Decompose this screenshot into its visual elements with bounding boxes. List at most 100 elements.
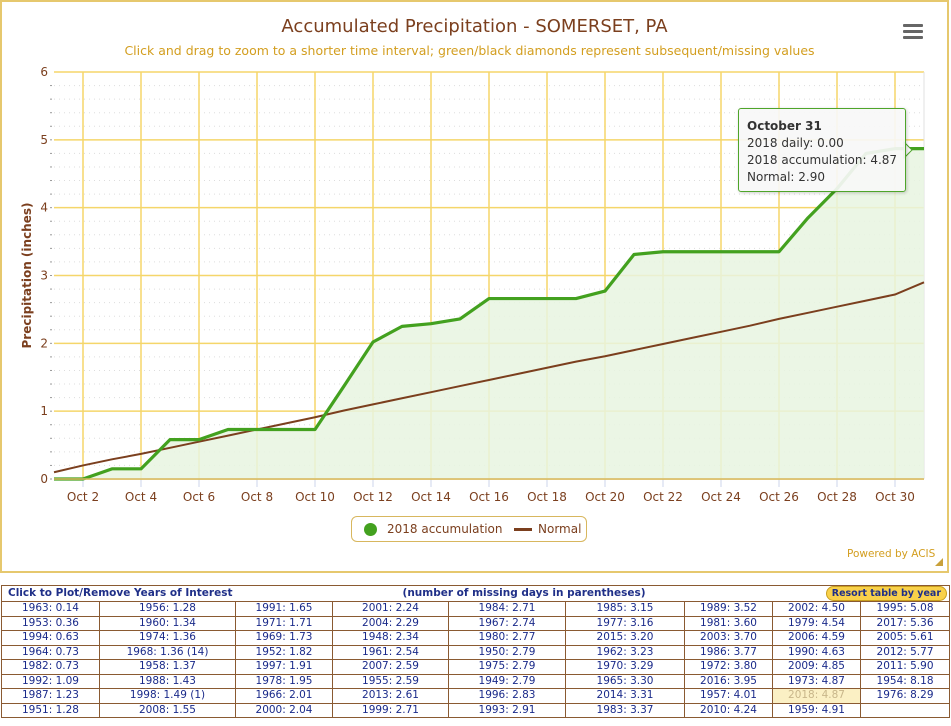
legend-item-accumulation[interactable]: 2018 accumulation bbox=[364, 522, 502, 536]
year-cell[interactable]: 2008: 1.55 bbox=[99, 702, 236, 718]
normal-point[interactable] bbox=[313, 415, 317, 419]
normal-point[interactable] bbox=[922, 280, 926, 284]
year-cell[interactable]: 2017: 5.36 bbox=[860, 615, 951, 631]
normal-point[interactable] bbox=[545, 366, 549, 370]
year-cell[interactable]: 1989: 3.52 bbox=[684, 601, 774, 617]
accumulation-point[interactable] bbox=[515, 296, 521, 302]
year-cell[interactable]: 1977: 3.16 bbox=[565, 615, 686, 631]
year-cell[interactable]: 1990: 4.63 bbox=[772, 644, 862, 660]
accumulation-point[interactable] bbox=[689, 249, 695, 255]
year-cell[interactable]: 1972: 3.80 bbox=[684, 659, 774, 675]
year-cell[interactable]: 1966: 2.01 bbox=[234, 688, 334, 704]
year-cell[interactable]: 1958: 1.37 bbox=[99, 659, 236, 675]
accumulation-point[interactable] bbox=[486, 296, 492, 302]
year-cell[interactable]: 1981: 3.60 bbox=[684, 615, 774, 631]
year-cell[interactable]: 1962: 3.23 bbox=[565, 644, 686, 660]
year-cell[interactable]: 2005: 5.61 bbox=[860, 630, 951, 646]
normal-point[interactable] bbox=[197, 440, 201, 444]
year-cell[interactable]: 2003: 3.70 bbox=[684, 630, 774, 646]
accumulation-point[interactable] bbox=[805, 215, 811, 221]
year-cell[interactable]: 1986: 3.77 bbox=[684, 644, 774, 660]
resort-table-button[interactable]: Resort table by year bbox=[825, 586, 948, 601]
accumulation-point[interactable] bbox=[109, 466, 115, 472]
normal-point[interactable] bbox=[255, 427, 259, 431]
accumulation-point[interactable] bbox=[225, 426, 231, 432]
normal-point[interactable] bbox=[574, 360, 578, 364]
year-cell[interactable]: 1965: 3.30 bbox=[565, 673, 686, 689]
accumulation-point[interactable] bbox=[312, 426, 318, 432]
year-cell[interactable]: 1995: 5.08 bbox=[860, 601, 951, 617]
year-cell[interactable]: 2013: 2.61 bbox=[332, 688, 450, 704]
accumulation-point[interactable] bbox=[631, 251, 637, 257]
year-cell[interactable]: 1948: 2.34 bbox=[332, 630, 450, 646]
normal-point[interactable] bbox=[81, 463, 85, 467]
year-cell[interactable]: 1954: 8.18 bbox=[860, 673, 951, 689]
year-cell[interactable]: 1956: 1.28 bbox=[99, 601, 236, 617]
accumulation-point[interactable] bbox=[399, 323, 405, 329]
accumulation-point[interactable] bbox=[167, 437, 173, 443]
normal-point[interactable] bbox=[139, 452, 143, 456]
year-cell[interactable]: 1951: 1.28 bbox=[1, 702, 100, 718]
normal-point[interactable] bbox=[690, 336, 694, 340]
year-cell[interactable]: 2006: 4.59 bbox=[772, 630, 862, 646]
year-cell[interactable]: 2011: 5.90 bbox=[860, 659, 951, 675]
year-cell[interactable]: 1967: 2.74 bbox=[448, 615, 567, 631]
year-cell[interactable]: 1969: 1.73 bbox=[234, 630, 334, 646]
accumulation-point[interactable] bbox=[370, 339, 376, 345]
year-cell[interactable]: 1964: 0.73 bbox=[1, 644, 100, 660]
year-cell[interactable]: 1975: 2.79 bbox=[448, 659, 567, 675]
year-cell[interactable]: 1973: 4.87 bbox=[772, 673, 862, 689]
accumulation-point[interactable] bbox=[544, 296, 550, 302]
year-cell[interactable]: 1971: 1.71 bbox=[234, 615, 334, 631]
legend-item-normal[interactable]: Normal bbox=[514, 522, 581, 536]
year-cell[interactable]: 2012: 5.77 bbox=[860, 644, 951, 660]
year-cell[interactable]: 1976: 8.29 bbox=[860, 688, 951, 704]
year-cell[interactable]: 1949: 2.79 bbox=[448, 673, 567, 689]
accumulation-point[interactable] bbox=[921, 146, 927, 152]
normal-point[interactable] bbox=[52, 470, 56, 474]
year-cell[interactable]: 1957: 4.01 bbox=[684, 688, 774, 704]
normal-point[interactable] bbox=[806, 311, 810, 315]
year-cell[interactable]: 2010: 4.24 bbox=[684, 702, 774, 718]
year-cell[interactable]: 1996: 2.83 bbox=[448, 688, 567, 704]
year-cell[interactable]: 1978: 1.95 bbox=[234, 673, 334, 689]
accumulation-point[interactable] bbox=[776, 249, 782, 255]
normal-point[interactable] bbox=[864, 299, 868, 303]
year-cell[interactable]: 2001: 2.24 bbox=[332, 601, 450, 617]
year-cell[interactable]: 1953: 0.36 bbox=[1, 615, 100, 631]
normal-point[interactable] bbox=[342, 408, 346, 412]
year-cell[interactable]: 1984: 2.71 bbox=[448, 601, 567, 617]
normal-point[interactable] bbox=[603, 354, 607, 358]
normal-point[interactable] bbox=[516, 372, 520, 376]
accumulation-point[interactable] bbox=[283, 426, 289, 432]
accumulation-point[interactable] bbox=[573, 296, 579, 302]
normal-point[interactable] bbox=[371, 402, 375, 406]
normal-point[interactable] bbox=[226, 434, 230, 438]
year-cell[interactable]: 1974: 1.36 bbox=[99, 630, 236, 646]
year-cell[interactable]: 1983: 3.37 bbox=[565, 702, 686, 718]
year-cell[interactable]: 2018: 4.87 bbox=[772, 688, 862, 704]
accumulation-point[interactable] bbox=[602, 288, 608, 294]
year-cell[interactable]: 1991: 1.65 bbox=[234, 601, 334, 617]
normal-point[interactable] bbox=[400, 396, 404, 400]
accumulation-point[interactable] bbox=[660, 249, 666, 255]
accumulation-point[interactable] bbox=[341, 383, 347, 389]
year-cell[interactable]: 1985: 3.15 bbox=[565, 601, 686, 617]
normal-point[interactable] bbox=[284, 421, 288, 425]
year-cell[interactable]: 1999: 2.71 bbox=[332, 702, 450, 718]
year-cell[interactable]: 1955: 2.59 bbox=[332, 673, 450, 689]
hamburger-menu-icon[interactable] bbox=[901, 22, 925, 42]
year-cell[interactable]: 2015: 3.20 bbox=[565, 630, 686, 646]
accumulation-point[interactable] bbox=[457, 316, 463, 322]
year-cell[interactable]: 1959: 4.91 bbox=[772, 702, 862, 718]
year-cell[interactable]: 2014: 3.31 bbox=[565, 688, 686, 704]
year-cell[interactable]: 2009: 4.85 bbox=[772, 659, 862, 675]
normal-point[interactable] bbox=[168, 446, 172, 450]
year-cell[interactable]: 1979: 4.54 bbox=[772, 615, 862, 631]
normal-point[interactable] bbox=[777, 317, 781, 321]
normal-point[interactable] bbox=[893, 292, 897, 296]
year-cell[interactable]: 1997: 1.91 bbox=[234, 659, 334, 675]
normal-point[interactable] bbox=[835, 305, 839, 309]
accumulation-point[interactable] bbox=[138, 466, 144, 472]
normal-point[interactable] bbox=[632, 348, 636, 352]
